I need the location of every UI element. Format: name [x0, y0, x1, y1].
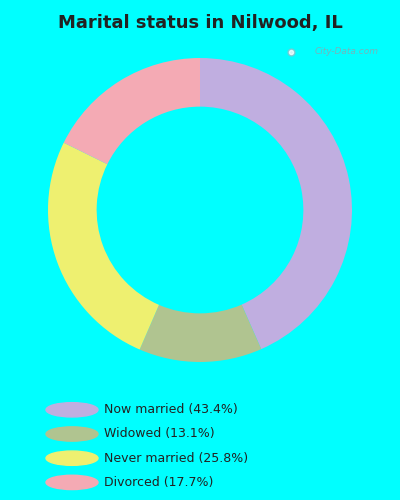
Text: Widowed (13.1%): Widowed (13.1%) [104, 428, 215, 440]
Text: Never married (25.8%): Never married (25.8%) [104, 452, 248, 464]
Circle shape [46, 402, 98, 417]
Circle shape [46, 427, 98, 441]
Circle shape [46, 451, 98, 466]
Wedge shape [64, 58, 200, 164]
Circle shape [46, 475, 98, 490]
Text: City-Data.com: City-Data.com [314, 46, 378, 56]
Wedge shape [48, 142, 159, 350]
Wedge shape [140, 304, 261, 362]
Wedge shape [200, 58, 352, 349]
Text: Now married (43.4%): Now married (43.4%) [104, 404, 238, 416]
Text: Divorced (17.7%): Divorced (17.7%) [104, 476, 213, 489]
Text: Marital status in Nilwood, IL: Marital status in Nilwood, IL [58, 14, 342, 32]
